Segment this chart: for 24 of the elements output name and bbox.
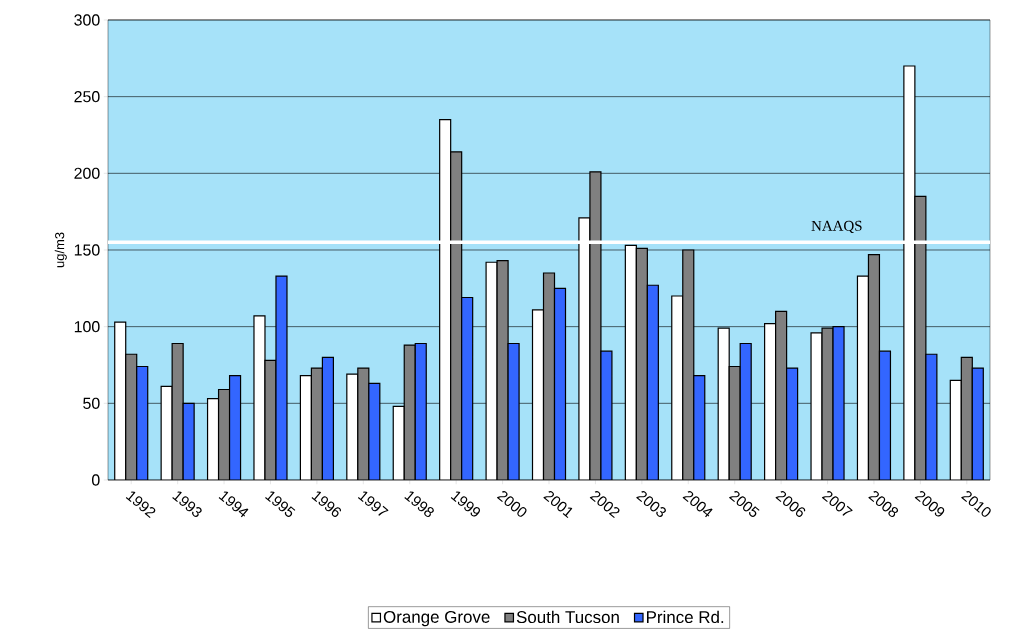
y-tick-label: 50: [83, 397, 100, 409]
bar: [646, 284, 659, 480]
y-tick-label: 250: [74, 91, 100, 103]
bar: [321, 356, 335, 480]
bar: [228, 375, 242, 480]
bar: [553, 287, 567, 480]
y-tick-label: 0: [92, 474, 100, 486]
x-tick-label: 1997: [357, 491, 389, 516]
legend-label: Prince Rd.: [646, 610, 724, 624]
x-tick-label: 2007: [821, 490, 853, 516]
bar: [739, 342, 752, 480]
bar: [136, 365, 149, 480]
bar: [414, 342, 427, 480]
bar: [693, 375, 706, 480]
y-tick-label: 100: [74, 321, 100, 333]
ref-line-label: NAAQS: [811, 220, 862, 234]
bar: [878, 350, 892, 480]
y-axis-title: ug/m3: [54, 232, 67, 268]
y-tick-label: 200: [74, 167, 100, 179]
bar: [461, 296, 474, 480]
legend-label: Orange Grove: [383, 610, 490, 627]
y-tick-label: 150: [74, 244, 100, 256]
y-tick-label: 300: [74, 14, 100, 26]
legend-label: South Tucson: [516, 610, 619, 624]
